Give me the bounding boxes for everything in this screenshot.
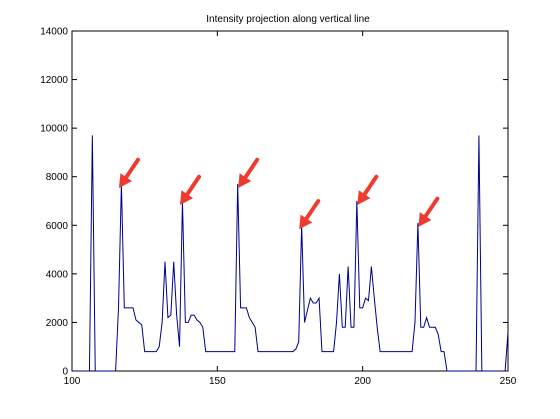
y-tick-label: 12000 — [40, 75, 68, 86]
x-tick-label: 250 — [500, 376, 517, 387]
peak-arrow-head — [238, 173, 252, 188]
y-tick-label: 4000 — [46, 269, 69, 280]
peak-arrow-head — [299, 214, 313, 230]
y-tick-label: 0 — [62, 367, 68, 378]
peak-arrow-head — [418, 212, 432, 227]
peak-arrow-head — [180, 190, 194, 205]
peak-arrow — [418, 196, 440, 227]
peak-arrow-head — [118, 173, 133, 188]
peak-arrow-shaft — [185, 174, 202, 197]
peak-arrow-shaft — [243, 157, 260, 180]
axis-ticks — [71, 30, 509, 372]
peak-arrow-head — [357, 190, 371, 205]
peak-arrow-shaft — [362, 174, 379, 197]
x-tick-label: 100 — [64, 376, 81, 387]
peak-arrow — [118, 157, 140, 188]
y-tick-label: 8000 — [46, 172, 69, 183]
peak-arrow-shaft — [304, 199, 321, 221]
peak-arrow — [357, 174, 379, 205]
peak-arrow-shaft — [124, 157, 140, 180]
intensity-series-line — [72, 135, 509, 372]
x-tick-label: 200 — [354, 376, 371, 387]
y-tick-label: 14000 — [40, 27, 68, 38]
x-tick-label: 150 — [209, 376, 226, 387]
y-tick-label: 6000 — [46, 221, 69, 232]
plot-area — [71, 30, 509, 372]
y-tick-label: 10000 — [40, 124, 68, 135]
chart-title: Intensity projection along vertical line — [206, 14, 370, 25]
peak-arrows — [118, 157, 440, 230]
y-tick-label: 2000 — [46, 318, 69, 329]
peak-arrow-shaft — [423, 196, 440, 219]
axis-tick-labels: 100 150 200 250 0 2000 4000 6000 8000 10000 12000 1… — [40, 27, 517, 388]
peak-arrow — [299, 199, 321, 230]
peak-arrow — [180, 174, 202, 205]
peak-arrow — [238, 157, 260, 188]
